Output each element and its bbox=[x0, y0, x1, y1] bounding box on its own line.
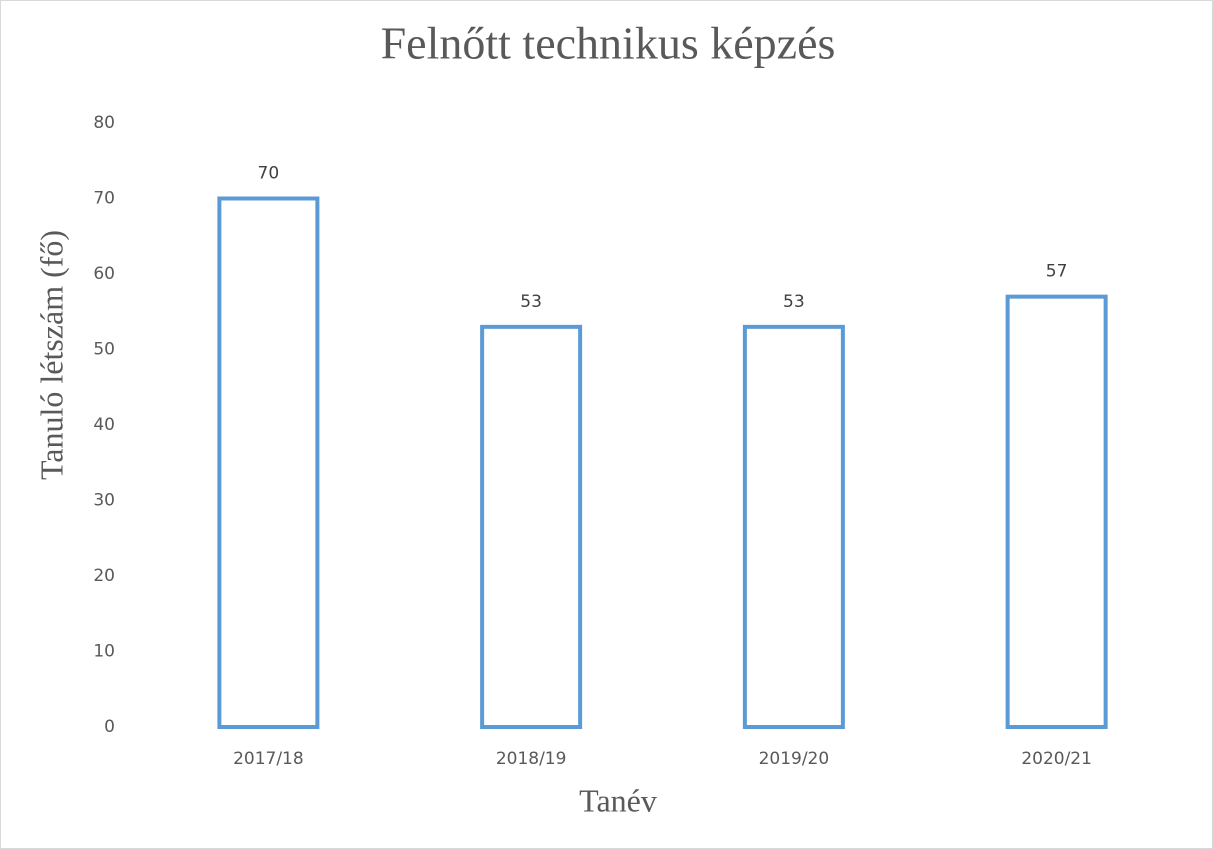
data-label: 53 bbox=[783, 292, 805, 312]
chart-title: Felnőtt technikus képzés bbox=[381, 18, 836, 69]
x-tick-label: 2017/18 bbox=[233, 749, 304, 769]
y-tick-label: 30 bbox=[93, 491, 115, 511]
y-tick-label: 10 bbox=[93, 642, 115, 662]
data-label: 70 bbox=[258, 164, 280, 184]
bar bbox=[1005, 294, 1108, 729]
data-label: 53 bbox=[520, 292, 542, 312]
x-tick-label: 2018/19 bbox=[496, 749, 567, 769]
bar bbox=[742, 324, 845, 729]
bar bbox=[480, 324, 583, 729]
x-tick-label: 2019/20 bbox=[759, 749, 830, 769]
bar bbox=[217, 196, 320, 729]
y-tick-label: 20 bbox=[93, 566, 115, 586]
y-tick-label: 0 bbox=[104, 717, 115, 737]
y-tick-label: 50 bbox=[93, 340, 115, 360]
x-tick-label: 2020/21 bbox=[1021, 749, 1092, 769]
data-label: 57 bbox=[1046, 262, 1068, 282]
y-axis-label: Tanuló létszám (fő) bbox=[33, 230, 69, 480]
y-tick-label: 80 bbox=[93, 113, 115, 133]
y-tick-label: 40 bbox=[93, 415, 115, 435]
y-tick-label: 60 bbox=[93, 264, 115, 284]
x-axis-label: Tanév bbox=[579, 782, 657, 818]
y-tick-label: 70 bbox=[93, 189, 115, 209]
